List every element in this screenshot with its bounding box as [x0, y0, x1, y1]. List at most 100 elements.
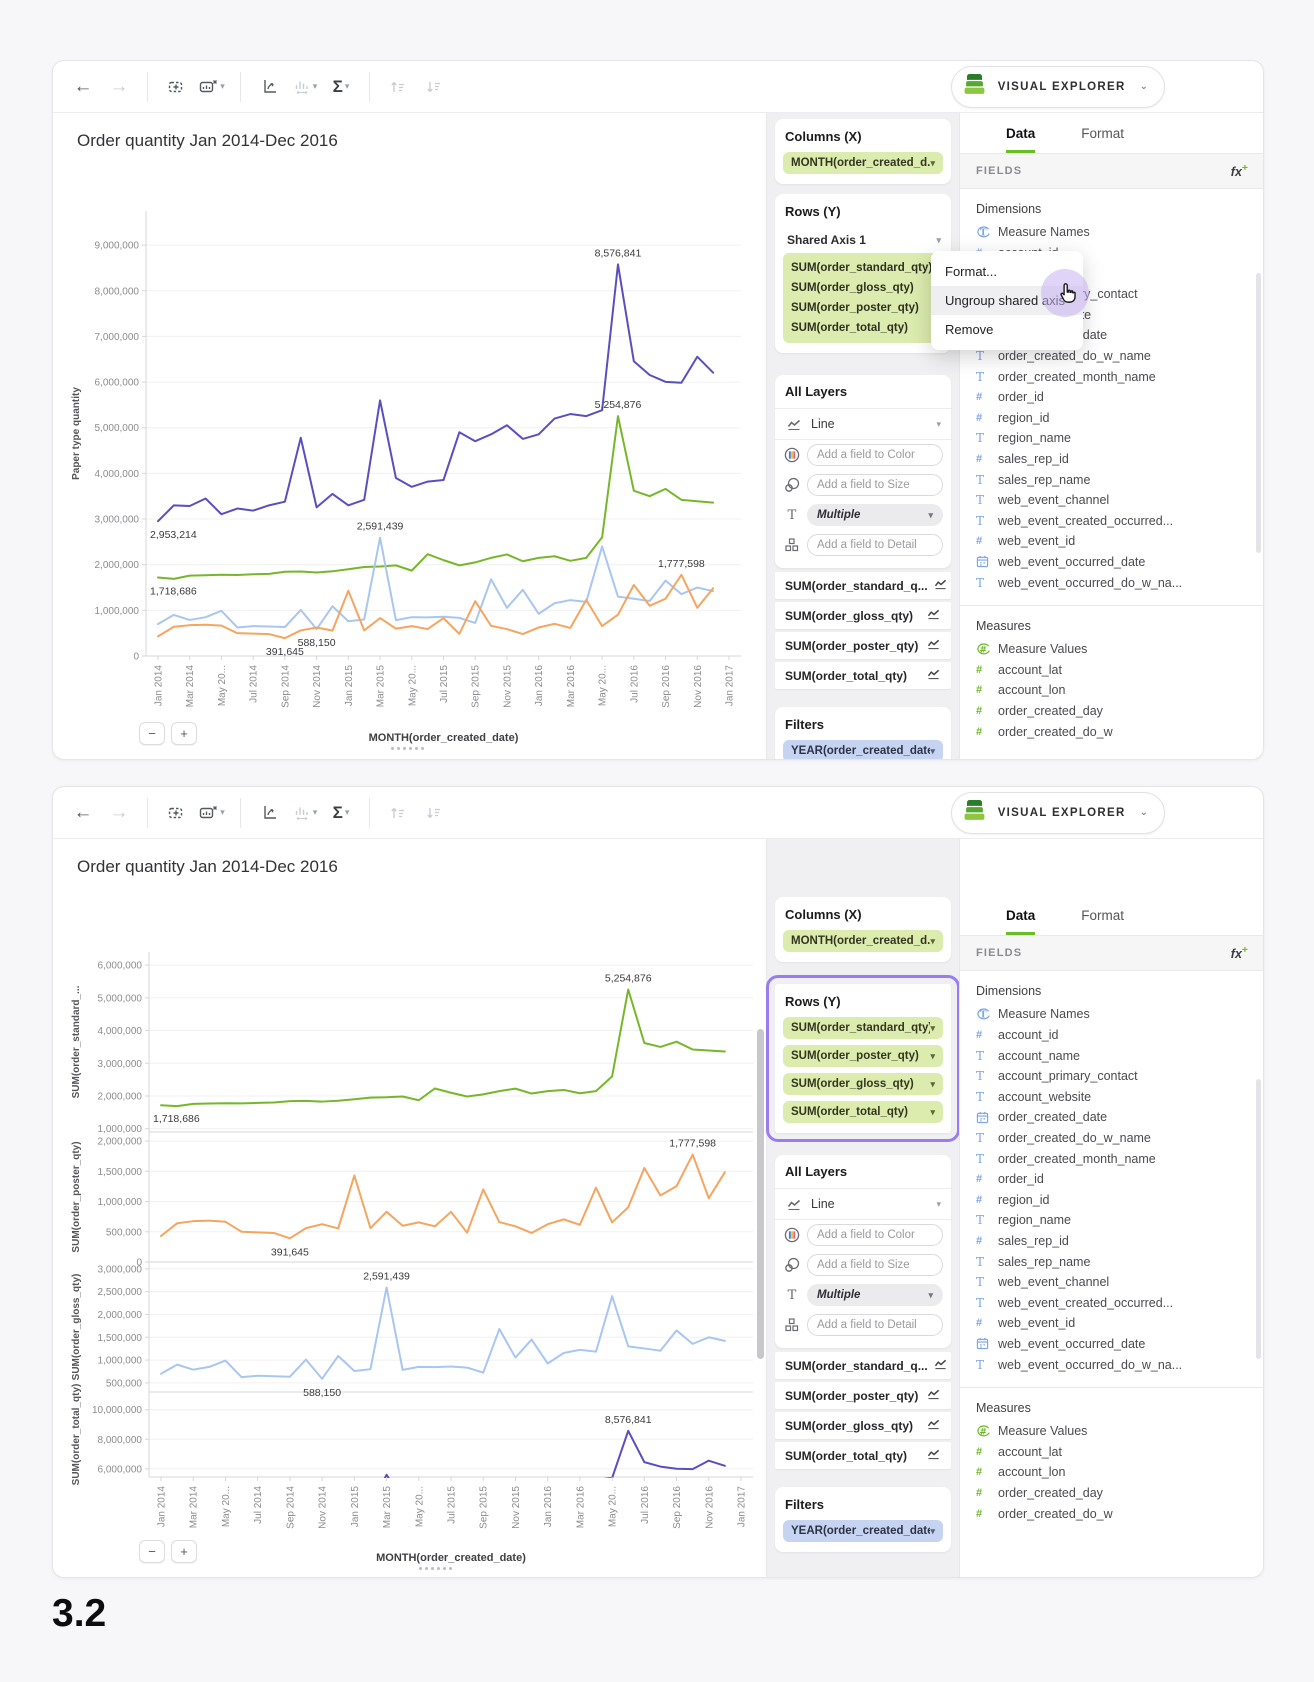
- shared-axis-header[interactable]: Shared Axis 1 ▾: [787, 233, 941, 247]
- add-calculated-field-icon[interactable]: fx+: [1230, 163, 1248, 180]
- visual-explorer-button[interactable]: VISUAL EXPLORER ⌄: [950, 791, 1165, 834]
- sidebar-scrollbar[interactable]: [1256, 1079, 1261, 1359]
- text-field-pill[interactable]: Multiple ▾: [807, 1284, 943, 1306]
- field-row[interactable]: # web_event_id: [976, 1316, 1076, 1331]
- tab-format[interactable]: Format: [1081, 126, 1125, 141]
- field-row[interactable]: # Measure Values: [960, 1421, 1263, 1442]
- field-row[interactable]: # account_lat: [976, 662, 1062, 677]
- field-row[interactable]: web_event_occurred_date: [960, 552, 1263, 573]
- field-row[interactable]: # sales_rep_id: [976, 1233, 1069, 1248]
- field-row[interactable]: #account_id: [976, 1028, 1059, 1043]
- aggregate-icon[interactable]: Σ ▾: [332, 76, 350, 96]
- shared-axis-member[interactable]: SUM(order_poster_qty): [791, 302, 919, 314]
- small-multiples-line-chart[interactable]: 1,000,000 2,000,000 3,000,000 4,000,000 5,00…: [53, 877, 766, 1578]
- field-row[interactable]: # web_event_id: [976, 534, 1076, 549]
- field-row[interactable]: # account_lat: [976, 1444, 1062, 1459]
- color-field-input[interactable]: Add a field to Color: [807, 1224, 943, 1246]
- scrollbar-handle[interactable]: [391, 747, 424, 750]
- duplicate-viz-icon[interactable]: [158, 70, 194, 104]
- row-pill[interactable]: SUM(order_standard_qty) ▾: [783, 1017, 943, 1039]
- field-row[interactable]: # account_lon: [976, 1465, 1066, 1480]
- field-row[interactable]: # order_created_do_w: [976, 724, 1113, 739]
- aggregate-icon[interactable]: Σ ▾: [332, 802, 350, 822]
- shared-axis-member[interactable]: SUM(order_gloss_qty): [791, 282, 914, 294]
- color-field-input[interactable]: Add a field to Color: [807, 444, 943, 466]
- sidebar-scrollbar[interactable]: [1256, 273, 1261, 553]
- layer-row[interactable]: SUM(order_gloss_qty): [775, 602, 951, 629]
- scrollbar-handle[interactable]: [419, 1567, 452, 1570]
- swap-axes-icon[interactable]: [251, 796, 287, 830]
- filter-pill[interactable]: YEAR(order_created_date) ▾: [783, 740, 943, 759]
- field-row[interactable]: # order_created_day: [976, 703, 1103, 718]
- forward-button[interactable]: →: [109, 802, 129, 823]
- mark-type-selector[interactable]: Line ▾: [775, 1189, 951, 1220]
- layer-row[interactable]: SUM(order_standard_q...: [775, 1352, 951, 1379]
- field-row[interactable]: T Measure Names: [960, 222, 1263, 243]
- shared-axis-line-chart[interactable]: 0 1,000,000 2,000,000 3,000,000 4,000,000 5,0…: [53, 151, 766, 760]
- field-row[interactable]: # sales_rep_id: [976, 451, 1069, 466]
- forward-button[interactable]: →: [109, 76, 129, 97]
- field-row[interactable]: web_event_occurred_date: [960, 1334, 1263, 1355]
- swap-axes-icon[interactable]: [251, 70, 287, 104]
- shared-axis-member[interactable]: SUM(order_total_qty): [791, 322, 908, 334]
- visual-explorer-button[interactable]: VISUAL EXPLORER ⌄: [950, 65, 1165, 108]
- field-row[interactable]: order_created_date: [960, 1107, 1263, 1128]
- add-calculated-field-icon[interactable]: fx+: [1230, 945, 1248, 962]
- layer-row[interactable]: SUM(order_poster_qty): [775, 632, 951, 659]
- tab-data[interactable]: Data: [1006, 908, 1036, 935]
- back-button[interactable]: ←: [73, 76, 93, 97]
- field-row[interactable]: # order_id: [976, 1172, 1044, 1187]
- detail-field-input[interactable]: Add a field to Detail: [807, 534, 943, 556]
- row-pill[interactable]: SUM(order_poster_qty) ▾: [783, 1045, 943, 1067]
- tab-data[interactable]: Data: [1006, 126, 1036, 153]
- sort-descending-icon[interactable]: [416, 70, 452, 104]
- tab-format[interactable]: Format: [1081, 908, 1125, 923]
- zoom-in-button[interactable]: +: [171, 722, 197, 745]
- menu-item[interactable]: Format...: [945, 264, 998, 279]
- back-button[interactable]: ←: [73, 802, 93, 823]
- distribute-bars-icon[interactable]: ▾: [287, 796, 323, 830]
- mark-type-selector[interactable]: Line ▾: [775, 409, 951, 440]
- columns-pill[interactable]: MONTH(order_created_d... ▾: [783, 152, 943, 174]
- size-field-input[interactable]: Add a field to Size: [807, 474, 943, 496]
- row-pill[interactable]: SUM(order_total_qty) ▾: [783, 1101, 943, 1123]
- remove-viz-icon[interactable]: ▾: [194, 796, 230, 830]
- menu-item[interactable]: Remove: [945, 322, 994, 337]
- zoom-out-button[interactable]: −: [139, 1540, 165, 1563]
- columns-pill[interactable]: MONTH(order_created_d... ▾: [783, 930, 943, 952]
- layer-row[interactable]: SUM(order_gloss_qty): [775, 1412, 951, 1439]
- chart-scrollbar[interactable]: [757, 1029, 764, 1359]
- remove-viz-icon[interactable]: ▾: [194, 70, 230, 104]
- shared-axis-member[interactable]: SUM(order_standard_qty): [791, 262, 933, 274]
- layer-row[interactable]: SUM(order_standard_q...: [775, 572, 951, 599]
- zoom-in-button[interactable]: +: [171, 1540, 197, 1563]
- sort-ascending-icon[interactable]: [380, 70, 416, 104]
- sort-ascending-icon[interactable]: [380, 796, 416, 830]
- field-row[interactable]: # region_id: [976, 1192, 1050, 1207]
- sort-descending-icon[interactable]: [416, 796, 452, 830]
- field-row[interactable]: # order_id: [976, 390, 1044, 405]
- field-row[interactable]: # region_id: [976, 410, 1050, 425]
- text-field-pill[interactable]: Multiple ▾: [807, 504, 943, 526]
- field-row[interactable]: T Measure Names: [960, 1004, 1263, 1025]
- field-row[interactable]: # Measure Values: [960, 639, 1263, 660]
- detail-field-input[interactable]: Add a field to Detail: [807, 1314, 943, 1336]
- field-row[interactable]: # order_created_do_w: [976, 1506, 1113, 1521]
- field-row[interactable]: # order_created_day: [976, 1485, 1103, 1500]
- duplicate-viz-icon[interactable]: [158, 796, 194, 830]
